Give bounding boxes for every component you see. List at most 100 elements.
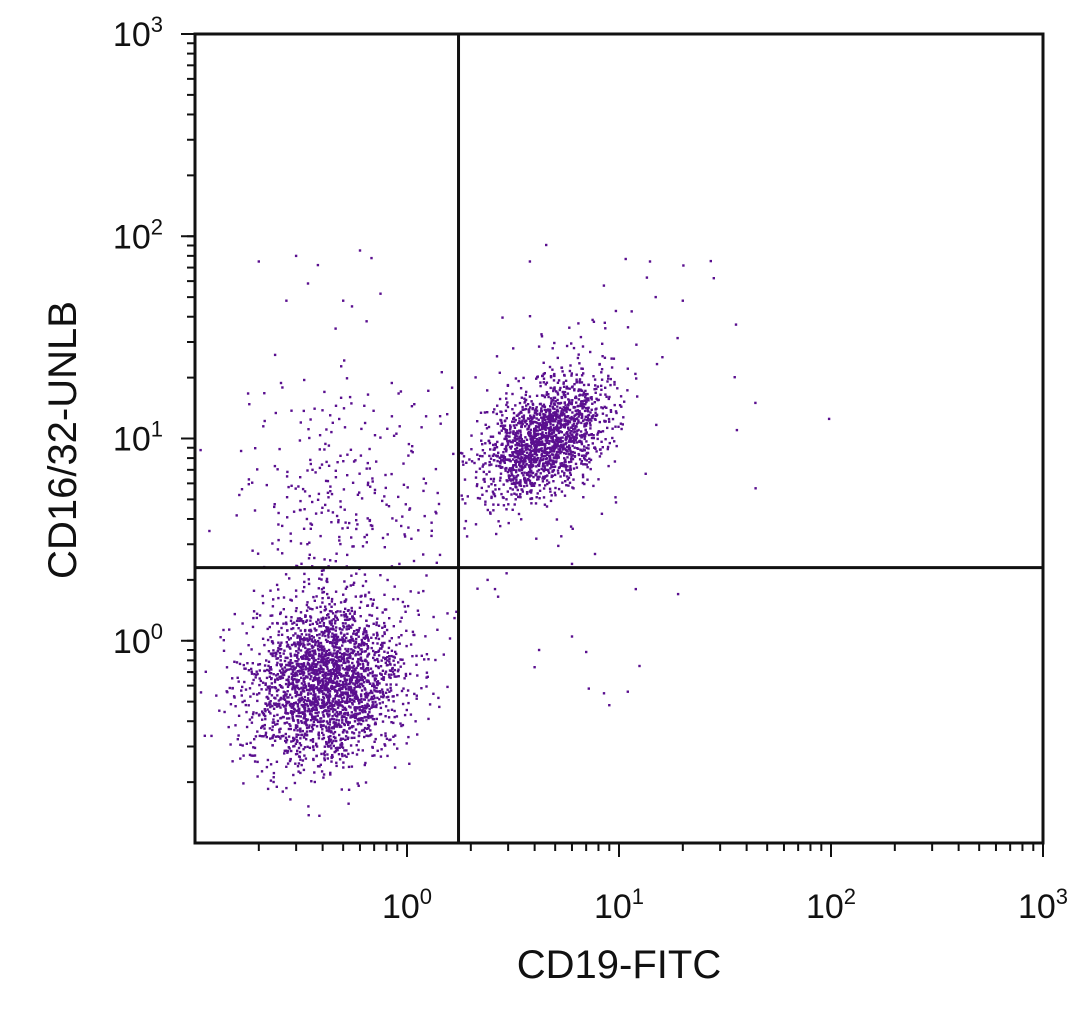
data-point bbox=[293, 668, 296, 671]
data-point bbox=[380, 688, 384, 691]
data-point bbox=[299, 637, 302, 641]
data-point bbox=[318, 681, 321, 684]
data-point bbox=[241, 685, 244, 689]
data-point bbox=[292, 719, 295, 722]
data-point bbox=[370, 646, 373, 650]
data-point bbox=[362, 632, 365, 636]
data-point bbox=[351, 731, 354, 734]
data-point bbox=[611, 417, 615, 421]
data-point bbox=[320, 511, 323, 514]
data-point bbox=[526, 443, 529, 446]
data-point bbox=[283, 691, 287, 694]
data-point bbox=[302, 644, 305, 647]
data-point bbox=[505, 498, 508, 501]
data-point bbox=[296, 705, 300, 708]
data-point bbox=[539, 384, 542, 388]
data-point bbox=[380, 647, 383, 650]
data-point bbox=[287, 735, 291, 738]
data-point bbox=[501, 459, 504, 462]
data-point bbox=[264, 682, 267, 685]
data-point bbox=[338, 651, 342, 654]
data-point bbox=[556, 356, 559, 360]
data-point bbox=[518, 401, 522, 405]
data-point bbox=[513, 426, 517, 429]
data-point bbox=[540, 335, 544, 338]
data-point bbox=[252, 746, 255, 749]
data-point bbox=[286, 664, 289, 667]
data-point bbox=[320, 569, 324, 572]
data-point bbox=[682, 264, 685, 267]
data-point bbox=[299, 476, 302, 479]
data-point bbox=[485, 473, 488, 476]
data-point bbox=[267, 664, 270, 668]
data-point bbox=[291, 688, 294, 691]
data-point bbox=[335, 701, 338, 704]
data-point bbox=[392, 721, 395, 725]
data-point bbox=[280, 648, 283, 651]
data-point bbox=[336, 692, 339, 695]
data-point bbox=[305, 633, 308, 636]
data-point bbox=[583, 418, 586, 421]
data-point bbox=[355, 694, 358, 697]
data-point bbox=[478, 467, 482, 470]
data-point bbox=[301, 759, 305, 762]
data-point bbox=[278, 704, 281, 708]
data-point bbox=[594, 391, 597, 394]
data-point bbox=[507, 468, 511, 471]
data-point bbox=[356, 650, 360, 654]
data-point bbox=[535, 496, 538, 499]
data-point bbox=[590, 436, 594, 440]
data-point bbox=[543, 446, 546, 449]
data-point bbox=[338, 673, 341, 676]
data-point bbox=[550, 433, 553, 436]
data-point bbox=[371, 717, 375, 721]
data-point bbox=[566, 392, 570, 395]
data-point bbox=[330, 521, 333, 524]
data-point bbox=[290, 665, 293, 668]
data-point bbox=[511, 458, 515, 461]
data-point bbox=[371, 524, 374, 527]
data-point bbox=[420, 426, 423, 429]
data-point bbox=[408, 762, 411, 765]
data-point bbox=[320, 752, 323, 756]
data-point bbox=[506, 441, 510, 445]
data-point bbox=[343, 613, 346, 617]
data-point bbox=[594, 384, 597, 387]
data-point bbox=[360, 729, 364, 732]
x-axis-title: CD19-FITC bbox=[517, 943, 721, 987]
data-point bbox=[311, 640, 315, 643]
data-point bbox=[531, 402, 534, 406]
data-point bbox=[565, 422, 568, 425]
data-point bbox=[292, 707, 296, 710]
data-point bbox=[282, 622, 285, 625]
data-point bbox=[341, 752, 344, 756]
data-point bbox=[583, 433, 586, 436]
data-point bbox=[585, 400, 588, 403]
data-point bbox=[526, 403, 530, 406]
data-point bbox=[557, 454, 560, 457]
data-point bbox=[315, 754, 318, 758]
data-point bbox=[552, 374, 556, 377]
data-point bbox=[334, 629, 337, 632]
data-point bbox=[601, 355, 604, 358]
data-point bbox=[298, 693, 301, 697]
data-point bbox=[363, 726, 367, 730]
data-point bbox=[371, 477, 374, 480]
data-point bbox=[550, 413, 553, 416]
data-point bbox=[373, 434, 377, 437]
data-point bbox=[505, 444, 508, 448]
data-point bbox=[584, 455, 587, 458]
data-point bbox=[321, 601, 324, 604]
data-point bbox=[712, 277, 715, 280]
data-point bbox=[606, 445, 610, 449]
data-point bbox=[293, 710, 296, 714]
data-point bbox=[409, 713, 413, 716]
data-point bbox=[303, 708, 307, 711]
data-point bbox=[548, 429, 551, 432]
data-point bbox=[276, 661, 279, 665]
data-point bbox=[564, 419, 567, 422]
data-point bbox=[358, 663, 361, 666]
data-point bbox=[570, 430, 573, 433]
data-point bbox=[269, 737, 272, 740]
data-point bbox=[397, 636, 400, 639]
